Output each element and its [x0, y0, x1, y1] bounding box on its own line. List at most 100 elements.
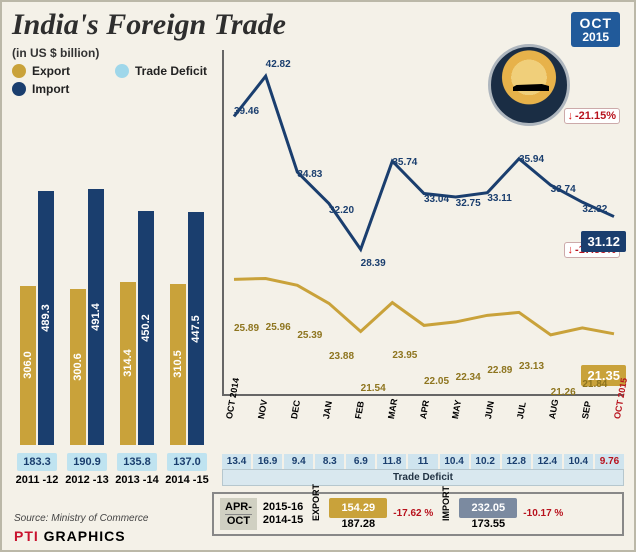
export-summary: 154.29 187.28 [329, 498, 387, 530]
brand-mark: PTI GRAPHICS [14, 528, 126, 544]
month-label: MAY [450, 408, 462, 420]
export-b: 187.28 [329, 518, 387, 530]
bar-import: 491.4 [88, 189, 104, 445]
month-label: SEP [580, 408, 592, 420]
value-label: 23.88 [329, 351, 354, 362]
deficit-strip-label: Trade Deficit [222, 469, 624, 486]
export-axis-label: EXPORT [311, 507, 321, 521]
brand-pti: PTI [14, 528, 39, 544]
deficit-strip-cell: 11 [408, 454, 437, 469]
trade-infographic: India's Foreign Trade OCT 2015 (in US $ … [0, 0, 636, 552]
year-label: 2014 -15 [165, 474, 209, 486]
import-b: 173.55 [459, 518, 517, 530]
value-label: 22.89 [487, 365, 512, 376]
bar-export: 314.4 [120, 282, 136, 445]
value-label: 23.13 [519, 361, 544, 372]
month-label: MAR [386, 408, 398, 420]
deficit-strip-cell: 8.3 [315, 454, 344, 469]
value-label: 33.04 [424, 194, 449, 205]
deficit-strip-cell: 9.4 [284, 454, 313, 469]
brand-graphics: GRAPHICS [39, 528, 126, 544]
legend-import: Import [32, 82, 109, 96]
deficit-strip-cell: 11.8 [377, 454, 406, 469]
deficit-cell: 183.3 [17, 453, 57, 471]
value-label: 34.83 [297, 169, 322, 180]
year-label: 2011 -12 [15, 474, 59, 486]
source-note: Source: Ministry of Commerce [14, 513, 148, 524]
value-label: 21.84 [582, 379, 607, 390]
bar-import: 447.5 [188, 212, 204, 445]
value-label: 32.75 [456, 198, 481, 209]
left-panel: (in US $ billion) Export Trade Deficit I… [12, 46, 212, 486]
value-label: 39.46 [234, 106, 259, 117]
year-label: 2013 -14 [115, 474, 159, 486]
deficit-cell: 190.9 [67, 453, 107, 471]
year-b: 2014-15 [263, 514, 303, 527]
legend-export: Export [32, 64, 109, 78]
legend-deficit: Trade Deficit [135, 64, 212, 78]
deficit-strip-cell: 9.76 [595, 454, 624, 469]
value-label: 32.20 [329, 205, 354, 216]
value-label: 35.94 [519, 154, 544, 165]
month-label: OCT 2015 [612, 408, 624, 420]
deficit-strip: 13.416.99.48.36.911.81110.410.212.812.41… [222, 454, 624, 469]
bar-import: 489.3 [38, 191, 54, 445]
import-drop-tag: -21.15% [564, 108, 620, 124]
value-label: 21.54 [361, 383, 386, 394]
bar-group: 306.0489.3 [20, 191, 54, 445]
bar-group: 314.4450.2 [120, 211, 154, 445]
import-axis-label: IMPORT [441, 507, 451, 521]
month-label: JAN [321, 408, 333, 420]
summary-box: APR- OCT 2015-16 2014-15 EXPORT 154.29 1… [212, 492, 624, 536]
period-label: APR- OCT [220, 498, 257, 529]
swatch-export [12, 64, 26, 78]
deficit-strip-cell: 16.9 [253, 454, 282, 469]
unit-note: (in US $ billion) [12, 46, 212, 60]
x-axis-labels: OCT 2014NOVDECJANFEBMARAPRMAYJUNJULAUGSE… [222, 398, 624, 428]
value-label: 25.39 [297, 330, 322, 341]
period-bot: OCT [225, 515, 252, 527]
badge-year: 2015 [579, 31, 612, 44]
swatch-deficit [115, 64, 129, 78]
month-label: OCT 2014 [224, 408, 236, 420]
value-label: 22.34 [456, 372, 481, 383]
deficit-cell: 135.8 [117, 453, 157, 471]
bar-group: 300.6491.4 [70, 189, 104, 445]
value-label: 42.82 [266, 59, 291, 70]
bar-export: 306.0 [20, 286, 36, 445]
right-panel: -21.15% -17.53% 31.12 21.35 39.4642.8234… [222, 46, 624, 486]
legend: Export Trade Deficit Import [12, 64, 212, 96]
month-label: FEB [353, 408, 365, 420]
deficit-cell: 137.0 [167, 453, 207, 471]
deficit-strip-cell: 10.4 [440, 454, 469, 469]
value-label: 23.95 [392, 350, 417, 361]
bar-group: 310.5447.5 [170, 212, 204, 445]
export-a: 154.29 [329, 498, 387, 518]
import-end-tag: 31.12 [581, 231, 626, 252]
month-label: JUL [515, 408, 527, 420]
bar-export: 310.5 [170, 284, 186, 445]
value-label: 28.39 [361, 258, 386, 269]
years-row: 2011 -122012 -132013 -142014 -15 [12, 474, 212, 486]
value-label: 35.74 [392, 157, 417, 168]
month-label: DEC [289, 408, 301, 420]
bar-export: 300.6 [70, 289, 86, 445]
summary-years: 2015-16 2014-15 [263, 501, 303, 527]
deficit-strip-cell: 13.4 [222, 454, 251, 469]
deficit-row: 183.3 190.9 135.8 137.0 [12, 453, 212, 471]
value-label: 33.11 [487, 193, 511, 204]
value-label: 25.89 [234, 323, 259, 334]
export-delta: -17.62 % [393, 509, 433, 519]
period-top: APR- [225, 501, 252, 514]
import-a: 232.05 [459, 498, 517, 518]
import-summary: 232.05 173.55 [459, 498, 517, 530]
value-label: 25.96 [266, 322, 291, 333]
month-label: APR [418, 408, 430, 420]
value-label: 32.32 [582, 204, 607, 215]
badge-month: OCT [579, 16, 612, 31]
value-label: 33.74 [551, 184, 576, 195]
page-title: India's Foreign Trade [12, 8, 624, 42]
deficit-strip-cell: 10.4 [564, 454, 593, 469]
month-label: JUN [483, 408, 495, 420]
month-label: AUG [547, 408, 559, 420]
